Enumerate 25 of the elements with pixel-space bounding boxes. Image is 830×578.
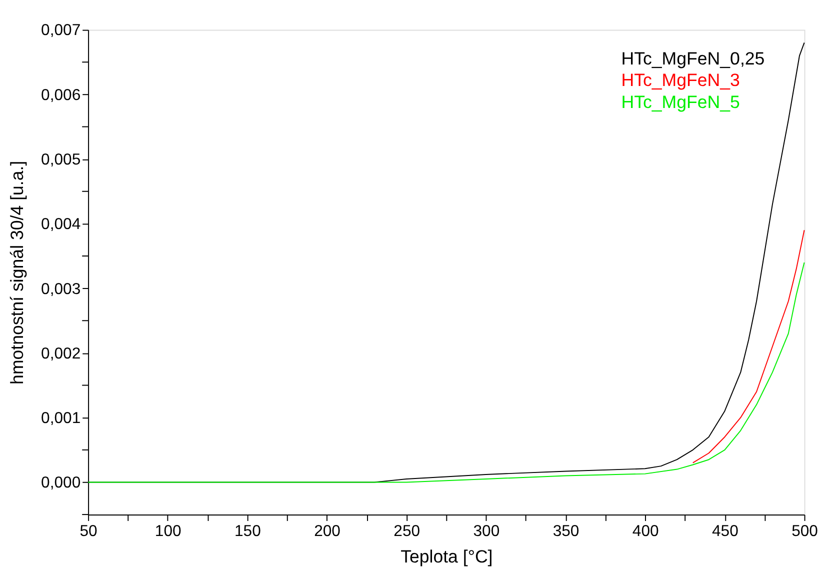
y-axis-title: hmotnostní signál 30/4 [u.a.] [7, 160, 28, 384]
x-tick-label: 250 [394, 522, 420, 540]
y-tick-label: 0,007 [41, 22, 81, 40]
y-tick-label: 0,006 [41, 86, 81, 104]
y-tick-label: 0,000 [41, 474, 81, 492]
x-tick-label: 200 [314, 522, 341, 540]
text: HTc_MgFeN_5 [621, 92, 740, 112]
series-label: HTc_MgFeN_0,25 [621, 48, 765, 68]
y-tick-label: 0,002 [41, 345, 81, 362]
x-tick-label: 450 [712, 522, 739, 540]
text: HTc_MgFeN_3 [621, 70, 740, 90]
y-tick-label: 0,001 [41, 410, 81, 428]
x-tick-label: 500 [792, 522, 818, 540]
y-tick-label: 0,003 [41, 280, 81, 298]
y-tick-label: 0,004 [41, 216, 81, 234]
y-tick-label: 0,005 [41, 151, 81, 168]
x-tick-label: 300 [473, 522, 500, 540]
line-series [692, 230, 805, 464]
x-tick-label: 400 [632, 522, 660, 540]
x-tick-label: 150 [234, 522, 262, 540]
x-tick-label: 350 [552, 522, 580, 540]
x-tick-label: 50 [80, 522, 98, 540]
x-tick-label: 100 [154, 522, 182, 540]
line-series [88, 262, 805, 483]
x-axis-title: Teplota [°C] [400, 546, 493, 567]
